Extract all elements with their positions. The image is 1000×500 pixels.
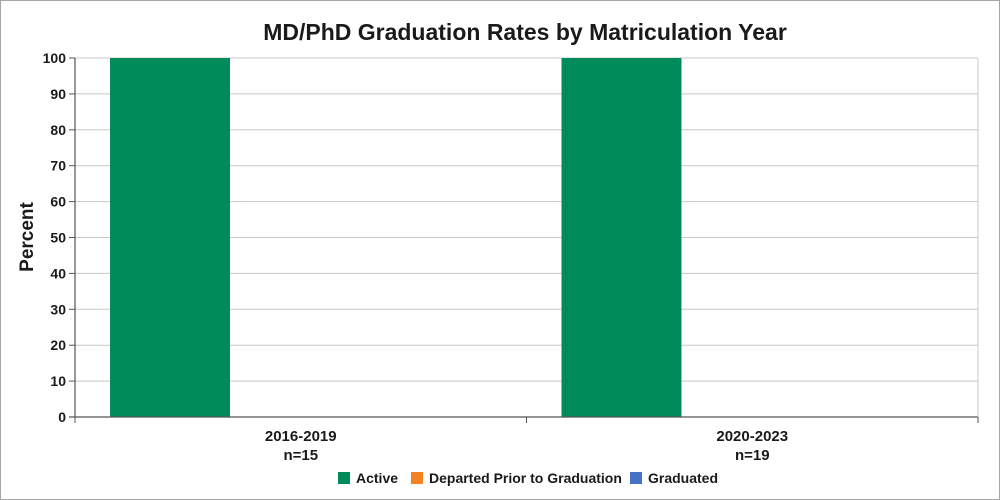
- y-tick-label: 30: [50, 301, 66, 317]
- legend-label: Graduated: [648, 470, 718, 486]
- y-tick-label: 70: [50, 158, 66, 174]
- x-category-label: 2020-2023: [716, 428, 788, 445]
- legend-swatch: [630, 472, 642, 484]
- y-ticks: 0 10 20 30 40 50 60 70 80 90 100: [43, 50, 75, 425]
- legend-swatch: [411, 472, 423, 484]
- y-tick-label: 50: [50, 230, 66, 246]
- y-axis-label: Percent: [17, 201, 38, 271]
- x-categories: 2016-2019 n=15 2020-2023 n=19: [265, 428, 788, 464]
- y-tick-label: 80: [50, 122, 66, 138]
- bars: [110, 58, 682, 417]
- x-category-sublabel: n=15: [283, 447, 318, 464]
- legend-label: Departed Prior to Graduation: [429, 470, 622, 486]
- y-tick-label: 0: [58, 409, 66, 425]
- x-category-sublabel: n=19: [735, 447, 770, 464]
- y-tick-label: 40: [50, 265, 66, 281]
- y-tick-label: 90: [50, 86, 66, 102]
- legend: Active Departed Prior to Graduation Gradua…: [338, 470, 718, 486]
- chart-title: MD/PhD Graduation Rates by Matriculation…: [263, 19, 787, 45]
- y-tick-label: 10: [50, 373, 66, 389]
- bar: [561, 58, 682, 417]
- legend-swatch: [338, 472, 350, 484]
- bar: [110, 58, 230, 417]
- x-category-label: 2016-2019: [265, 428, 337, 445]
- y-tick-label: 100: [43, 50, 67, 66]
- y-tick-label: 20: [50, 337, 66, 353]
- legend-label: Active: [356, 470, 398, 486]
- y-tick-label: 60: [50, 194, 66, 210]
